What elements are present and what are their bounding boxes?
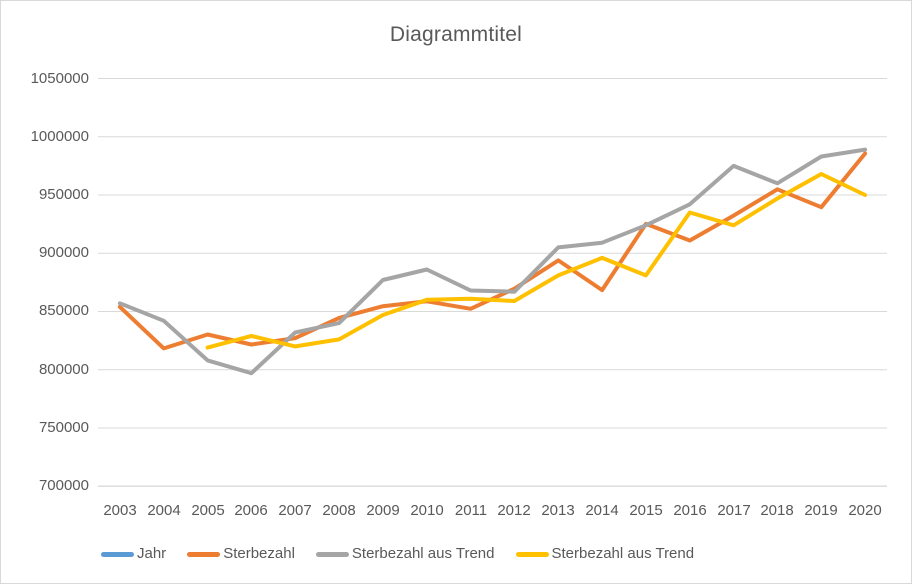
legend-line-marker [101,551,134,557]
legend-item-label: Jahr [137,545,167,562]
x-axis-tick-label: 2019 [804,502,838,519]
y-axis-tick-label: 850000 [38,302,89,319]
x-axis-tick-label: 2016 [673,502,707,519]
x-axis-tick-label: 2005 [191,502,225,519]
series-line-sterbezahl-aus-trend [117,147,868,376]
x-axis-tick-label: 2006 [234,502,268,519]
x-axis-tick-label: 2003 [103,502,137,519]
x-axis-tick-label: 2010 [410,502,444,519]
y-axis-tick-label: 800000 [38,361,89,378]
y-axis-tick-label: 700000 [38,477,89,494]
legend-line-marker [515,551,549,557]
chart-title: Diagrammtitel [389,23,523,46]
y-axis-tick-label: 900000 [38,244,89,261]
x-axis-tick-label: 2008 [322,502,356,519]
series-line-sterbezahl [117,151,868,351]
legend-item-label: Sterbezahl aus Trend [351,545,495,562]
y-axis-tick-label: 1050000 [30,70,89,87]
y-axis-tick-label: 950000 [38,186,89,203]
x-axis-tick-label: 2011 [454,502,488,519]
x-axis-tick-label: 2013 [541,502,575,519]
x-axis-tick-label: 2012 [497,502,531,519]
legend-item-label: Sterbezahl [223,545,295,562]
x-axis-tick-label: 2020 [848,502,882,519]
legend-line-marker [315,551,349,557]
x-axis-tick-label: 2017 [717,502,751,519]
legend-item-label: Sterbezahl aus Trend [551,545,695,562]
x-axis-tick-label: 2018 [760,502,794,519]
legend-item-sterbezahl-aus-trend-2: Sterbezahl aus Trend [515,545,695,563]
x-axis-tick-label: 2015 [629,502,663,519]
legend: Jahr Sterbezahl Sterbezahl aus Trend Sterbe… [101,545,694,563]
legend-line-marker [187,551,221,557]
y-axis-tick-label: 1000000 [30,128,89,145]
x-axis-tick-label: 2004 [147,502,181,519]
legend-item-sterbezahl-aus-trend: Sterbezahl aus Trend [315,545,495,563]
legend-item-jahr: Jahr [101,545,166,563]
x-axis-tick-label: 2009 [366,502,400,519]
x-axis-tick-label: 2014 [585,502,619,519]
legend-item-sterbezahl: Sterbezahl [187,545,295,563]
x-axis-tick-label: 2007 [278,502,312,519]
series-line-sterbezahl-aus-trend-2 [205,172,868,350]
y-axis-tick-label: 750000 [38,419,89,436]
